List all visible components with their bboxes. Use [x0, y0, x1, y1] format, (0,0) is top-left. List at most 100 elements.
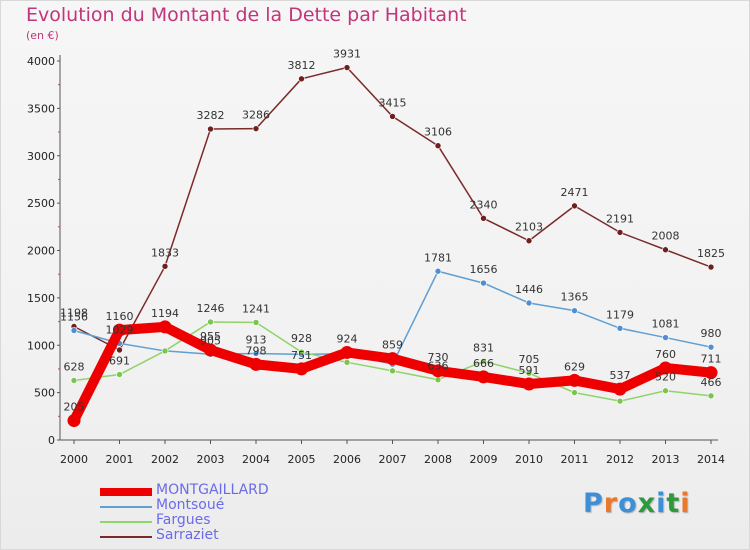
x-tick-label: 2008	[424, 453, 452, 466]
data-label: 955	[200, 330, 221, 343]
x-tick-label: 2010	[515, 453, 543, 466]
data-point	[295, 362, 308, 376]
data-point	[522, 377, 536, 391]
data-point	[70, 377, 78, 384]
data-point	[116, 371, 123, 378]
logo-letter: o	[618, 488, 638, 519]
y-tick-label: 500	[34, 387, 55, 400]
data-label: 798	[246, 344, 267, 357]
data-point	[707, 392, 715, 400]
data-point	[568, 373, 581, 387]
data-point	[704, 366, 718, 380]
x-tick-label: 2005	[288, 453, 316, 466]
data-label: 3286	[242, 109, 270, 122]
data-point	[477, 370, 490, 384]
data-point	[161, 263, 169, 270]
logo-letter: r	[603, 488, 619, 519]
y-tick-label: 3000	[27, 150, 55, 163]
x-tick-label: 2002	[151, 453, 179, 466]
y-tick-label: 0	[48, 434, 55, 447]
data-label: 760	[655, 348, 676, 361]
data-point	[616, 229, 624, 236]
data-label: 205	[64, 401, 85, 414]
data-label: 636	[428, 360, 449, 373]
data-point	[113, 323, 126, 337]
data-point	[571, 202, 578, 210]
y-tick-label: 1500	[27, 292, 55, 305]
data-point	[249, 357, 263, 371]
data-label: 831	[473, 341, 494, 354]
data-label: 591	[519, 364, 540, 377]
data-label: 1781	[424, 251, 452, 264]
data-point	[662, 387, 669, 395]
data-label: 1179	[606, 308, 634, 321]
data-label: 751	[291, 349, 312, 362]
data-point	[298, 75, 305, 83]
data-point	[525, 237, 533, 245]
data-point	[480, 214, 487, 222]
data-label: 1365	[561, 291, 589, 304]
data-point	[207, 125, 214, 133]
data-label: 666	[473, 357, 494, 370]
x-tick-label: 2000	[60, 453, 88, 466]
data-point	[434, 267, 442, 275]
x-tick-label: 2014	[697, 453, 725, 466]
data-label: 3282	[197, 109, 225, 122]
data-point	[116, 346, 123, 354]
data-label: 859	[382, 339, 403, 352]
legend-label: MONTGAILLARD	[156, 482, 269, 498]
data-point	[252, 350, 260, 357]
data-label: 1081	[652, 318, 680, 331]
data-point	[252, 319, 260, 326]
x-tick-label: 2013	[652, 453, 680, 466]
chart-subtitle: (en €)	[26, 29, 59, 42]
data-point	[616, 397, 624, 405]
data-label: 537	[610, 369, 631, 382]
data-label: 1160	[106, 310, 134, 323]
data-label: 2471	[561, 186, 589, 199]
data-point	[386, 352, 399, 366]
data-point	[616, 324, 624, 332]
data-point	[70, 327, 78, 334]
data-point	[207, 318, 214, 326]
data-label: 3812	[288, 59, 316, 72]
data-label: 3931	[333, 48, 361, 61]
x-tick-label: 2004	[242, 453, 270, 466]
data-label: 466	[701, 376, 722, 389]
legend-label: Montsoué	[156, 497, 225, 513]
data-point	[343, 64, 351, 71]
data-label: 1825	[697, 247, 725, 260]
data-point	[571, 307, 578, 314]
data-point	[431, 364, 445, 378]
logo-letter: t	[666, 488, 681, 519]
legend-swatch	[100, 536, 152, 538]
data-label: 1029	[106, 323, 134, 336]
legend-label: Fargues	[156, 512, 211, 528]
data-label: 1246	[197, 302, 225, 315]
data-point	[389, 113, 396, 120]
x-tick-label: 2003	[197, 453, 225, 466]
data-label: 924	[337, 332, 358, 345]
data-point	[659, 361, 672, 375]
legend-label: Sarraziet	[156, 527, 219, 543]
logo-letter: i	[656, 488, 667, 519]
data-label: 691	[109, 355, 130, 368]
data-label: 520	[655, 371, 676, 384]
legend-swatch	[100, 488, 152, 496]
x-tick-label: 2009	[470, 453, 498, 466]
x-tick-label: 2012	[606, 453, 634, 466]
data-point	[67, 414, 81, 428]
data-label: 628	[64, 360, 85, 373]
data-label: 705	[519, 353, 540, 366]
logo-letter: i	[680, 488, 691, 519]
data-label: 980	[701, 327, 722, 340]
data-point	[480, 357, 487, 365]
y-tick-label: 4000	[27, 55, 55, 68]
data-label: 3415	[379, 96, 407, 109]
x-tick-label: 2001	[106, 453, 134, 466]
x-tick-label: 2006	[333, 453, 361, 466]
data-point	[662, 246, 669, 254]
data-point	[343, 359, 351, 366]
data-label: 2103	[515, 221, 543, 234]
